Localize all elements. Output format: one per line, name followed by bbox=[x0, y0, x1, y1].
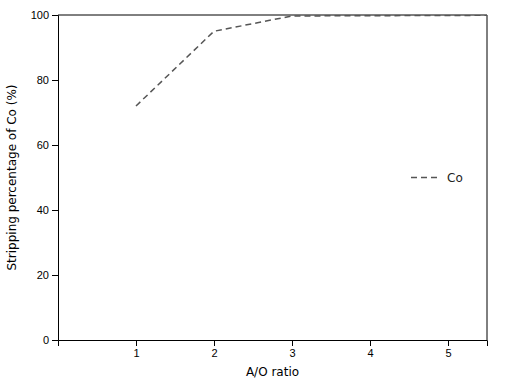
x-tick-label: 1 bbox=[133, 347, 139, 359]
series-group bbox=[136, 15, 487, 106]
x-tick: 2 bbox=[211, 340, 217, 359]
y-tick-mark bbox=[52, 145, 58, 146]
x-axis-title: A/O ratio bbox=[246, 365, 299, 379]
x-tick: 3 bbox=[289, 340, 295, 359]
x-tick-label: 4 bbox=[367, 347, 373, 359]
x-tick-mark bbox=[292, 340, 293, 346]
x-tick-label: 2 bbox=[211, 347, 217, 359]
plot: 1 2 3 4 5 0 20 40 60 80 100 Co bbox=[31, 9, 488, 359]
y-tick: 0 bbox=[43, 334, 58, 346]
y-tick-label: 0 bbox=[43, 334, 49, 346]
x-axis: 1 2 3 4 5 bbox=[59, 340, 488, 359]
x-tick-label: 5 bbox=[445, 347, 451, 359]
y-axis-line bbox=[52, 16, 59, 341]
y-tick-mark bbox=[52, 15, 58, 16]
x-tick-mark bbox=[214, 340, 215, 346]
x-tick-label: 3 bbox=[289, 347, 295, 359]
x-axis-line bbox=[59, 341, 488, 347]
x-tick-mark bbox=[370, 340, 371, 346]
x-tick: 1 bbox=[133, 340, 139, 359]
y-tick: 40 bbox=[37, 204, 58, 216]
y-axis-title: Stripping percentage of Co (%) bbox=[5, 84, 19, 270]
y-tick-label: 20 bbox=[37, 269, 49, 281]
y-tick-mark bbox=[52, 80, 58, 81]
y-tick: 60 bbox=[37, 139, 58, 151]
y-tick-label: 40 bbox=[37, 204, 49, 216]
y-axis: 0 20 40 60 80 100 bbox=[31, 9, 59, 346]
frame-top bbox=[58, 15, 487, 16]
y-tick-label: 60 bbox=[37, 139, 49, 151]
x-tick-mark bbox=[448, 340, 449, 346]
y-tick: 20 bbox=[37, 269, 58, 281]
series-line bbox=[136, 15, 487, 106]
y-tick-label: 80 bbox=[37, 74, 49, 86]
y-tick: 80 bbox=[37, 74, 58, 86]
y-tick-mark bbox=[52, 275, 58, 276]
y-tick-mark bbox=[52, 210, 58, 211]
x-tick: 4 bbox=[367, 340, 373, 359]
y-tick-mark bbox=[52, 340, 58, 341]
legend: Co bbox=[411, 171, 463, 185]
y-tick-label: 100 bbox=[31, 9, 49, 21]
y-tick: 100 bbox=[31, 9, 58, 21]
x-tick-mark bbox=[136, 340, 137, 346]
frame-right bbox=[487, 15, 488, 340]
legend-swatch bbox=[411, 177, 441, 179]
chart: 1 2 3 4 5 0 20 40 60 80 100 Co A/O ratio Stripping pe… bbox=[0, 0, 505, 384]
x-tick: 5 bbox=[445, 340, 451, 359]
legend-label: Co bbox=[447, 171, 463, 185]
